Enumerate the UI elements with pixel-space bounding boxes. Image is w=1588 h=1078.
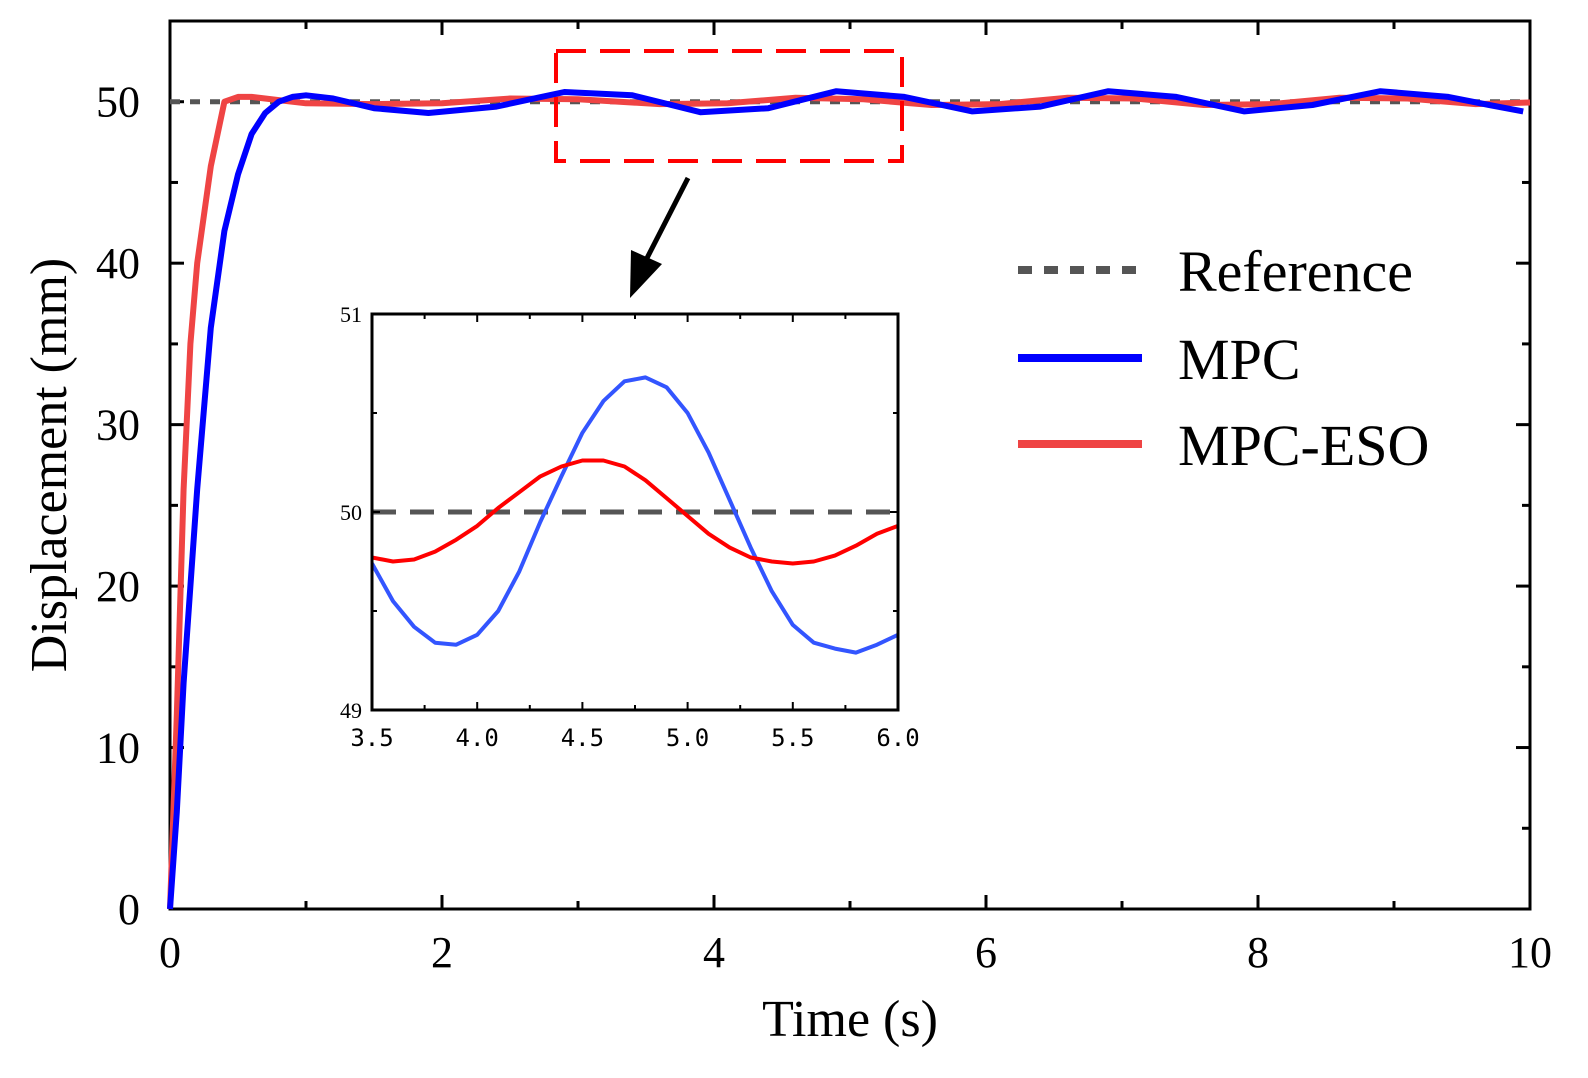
inset-series-line-mpc	[372, 375, 898, 655]
legend-label-mpc: MPC	[1178, 327, 1301, 392]
y-tick-label: 30	[96, 401, 140, 450]
inset-x-tick-label: 3.5	[350, 724, 393, 752]
inset-series-group	[372, 375, 898, 655]
inset-y-tick-label: 49	[340, 698, 362, 723]
legend: Reference MPC MPC-ESO	[1018, 239, 1429, 478]
y-tick-label: 20	[96, 562, 140, 611]
series-line-mpc	[167, 88, 1524, 910]
main-series-group	[167, 88, 1531, 910]
y-tick-label: 40	[96, 239, 140, 288]
x-tick-label: 0	[159, 928, 181, 977]
inset-y-tick-label: 51	[340, 302, 362, 327]
inset-axis-ticks: 3.5 4.0 4.5 5.0 5.5 6.0 49 50 51	[340, 302, 920, 752]
x-tick-label: 4	[703, 928, 725, 977]
inset-x-tick-label: 6.0	[876, 724, 919, 752]
zoom-arrow	[630, 176, 691, 298]
inset-x-tick-label: 4.0	[456, 724, 499, 752]
y-tick-label: 10	[96, 724, 140, 773]
y-tick-label: 0	[118, 885, 140, 934]
inset-plot: 3.5 4.0 4.5 5.0 5.5 6.0 49 50 51	[340, 302, 920, 752]
x-axis-label: Time (s)	[762, 991, 938, 1048]
inset-x-tick-label: 5.0	[666, 724, 709, 752]
legend-label-reference: Reference	[1178, 239, 1413, 304]
main-axis-ticks: 0 2 4 6 8 10 0 10 20 30 40 50	[96, 21, 1552, 977]
inset-y-tick-label: 50	[340, 500, 362, 525]
zoom-region-box	[554, 49, 904, 163]
x-tick-label: 2	[431, 928, 453, 977]
x-tick-label: 6	[975, 928, 997, 977]
x-tick-label: 8	[1247, 928, 1269, 977]
inset-x-tick-label: 4.5	[561, 724, 604, 752]
legend-label-mpc-eso: MPC-ESO	[1178, 413, 1429, 478]
x-tick-label: 10	[1508, 928, 1552, 977]
y-tick-label: 50	[96, 78, 140, 127]
inset-x-tick-label: 5.5	[771, 724, 814, 752]
inset-series-line-mpc-eso	[372, 458, 898, 566]
y-axis-label: Displacement (mm)	[21, 258, 78, 672]
